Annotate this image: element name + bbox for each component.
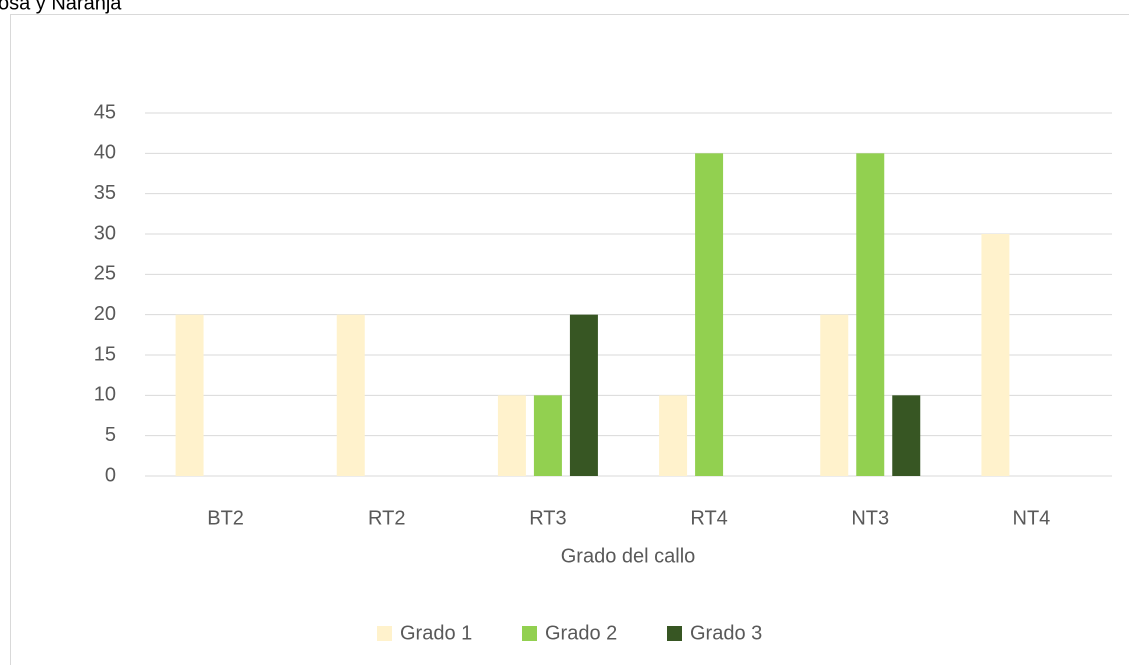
y-tick-label: 35 bbox=[94, 182, 116, 204]
x-axis-label: Grado del callo bbox=[561, 545, 696, 567]
bar bbox=[695, 153, 724, 477]
y-tick-label: 40 bbox=[94, 142, 116, 164]
y-tick-label: 0 bbox=[105, 464, 116, 486]
legend-swatch bbox=[377, 626, 392, 641]
bar bbox=[533, 395, 562, 476]
x-tick-label: BT2 bbox=[207, 507, 244, 529]
y-tick-label: 45 bbox=[94, 101, 116, 123]
x-tick-label: RT2 bbox=[368, 507, 405, 529]
chart-title: osa y Naranja bbox=[0, 0, 122, 14]
bar bbox=[820, 314, 849, 476]
bar bbox=[497, 395, 526, 476]
y-tick-label: 30 bbox=[94, 222, 116, 244]
legend-swatch bbox=[522, 626, 537, 641]
x-tick-label: NT3 bbox=[851, 507, 889, 529]
x-tick-label: RT3 bbox=[529, 507, 566, 529]
y-tick-label: 25 bbox=[94, 263, 116, 285]
y-tick-label: 15 bbox=[94, 343, 116, 365]
legend-label: Grado 2 bbox=[545, 622, 617, 644]
x-tick-label: NT4 bbox=[1013, 507, 1051, 529]
bar bbox=[856, 153, 885, 477]
y-tick-label: 5 bbox=[105, 424, 116, 446]
legend-label: Grado 3 bbox=[690, 622, 762, 644]
y-tick-label: 20 bbox=[94, 303, 116, 325]
bar bbox=[981, 234, 1010, 476]
y-tick-label: 10 bbox=[94, 384, 116, 406]
bar bbox=[336, 314, 365, 476]
bar bbox=[175, 314, 204, 476]
legend-swatch bbox=[667, 626, 682, 641]
bar bbox=[659, 395, 688, 476]
x-tick-label: RT4 bbox=[690, 507, 727, 529]
bar bbox=[569, 314, 598, 476]
legend-label: Grado 1 bbox=[400, 622, 472, 644]
bar bbox=[892, 395, 921, 476]
